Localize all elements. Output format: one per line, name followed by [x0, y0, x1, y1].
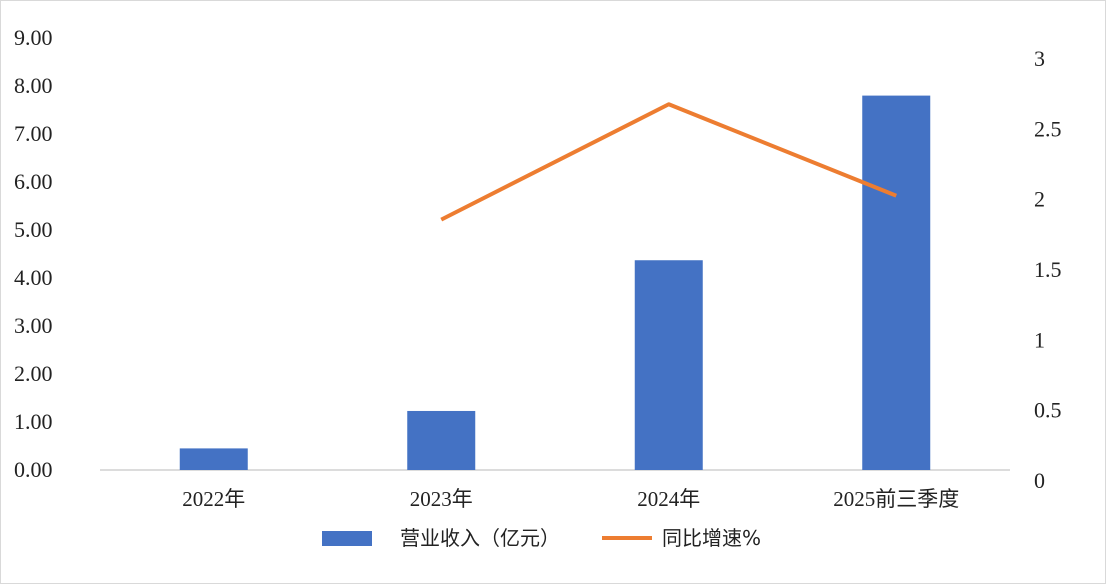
y-right-tick-label: 1.5 [1034, 257, 1062, 282]
y-left-tick-label: 2.00 [14, 361, 53, 386]
y-right-tick-label: 0.5 [1034, 398, 1062, 423]
y-left-tick-label: 3.00 [14, 313, 53, 338]
bar-series [179, 95, 931, 470]
x-tick-label: 2025前三季度 [833, 487, 959, 511]
y-right-tick-label: 3 [1034, 46, 1045, 71]
bar [179, 448, 248, 470]
legend: 营业收入（亿元） 同比增速% [322, 526, 761, 550]
legend-swatch-bar [322, 531, 372, 546]
axes: 0.00 1.00 2.00 3.00 4.00 5.00 6.00 7.00 8.00 9.00… [14, 25, 1062, 511]
bar [407, 410, 476, 470]
y-left-tick-label: 8.00 [14, 73, 53, 98]
x-tick-label: 2024年 [637, 487, 700, 511]
legend-label-bar: 营业收入（亿元） [400, 526, 560, 550]
y-right-tick-label: 2.5 [1034, 116, 1062, 141]
y-left-tick-label: 9.00 [14, 25, 53, 50]
y-right-tick-label: 0 [1034, 468, 1045, 493]
legend-label-line: 同比增速% [662, 526, 761, 550]
y-right-tick-label: 1 [1034, 327, 1045, 352]
y-left-tick-label: 6.00 [14, 169, 53, 194]
y-left-tick-label: 4.00 [14, 265, 53, 290]
y-left-tick-label: 0.00 [14, 457, 53, 482]
bar [862, 95, 931, 470]
line-series [440, 102, 897, 222]
x-tick-label: 2022年 [182, 487, 245, 511]
y-left-tick-label: 1.00 [14, 409, 53, 434]
x-tick-label: 2023年 [410, 487, 473, 511]
y-left-tick-label: 7.00 [14, 121, 53, 146]
y-right-tick-label: 2 [1034, 187, 1045, 212]
bar [634, 260, 703, 470]
y-left-tick-label: 5.00 [14, 217, 53, 242]
